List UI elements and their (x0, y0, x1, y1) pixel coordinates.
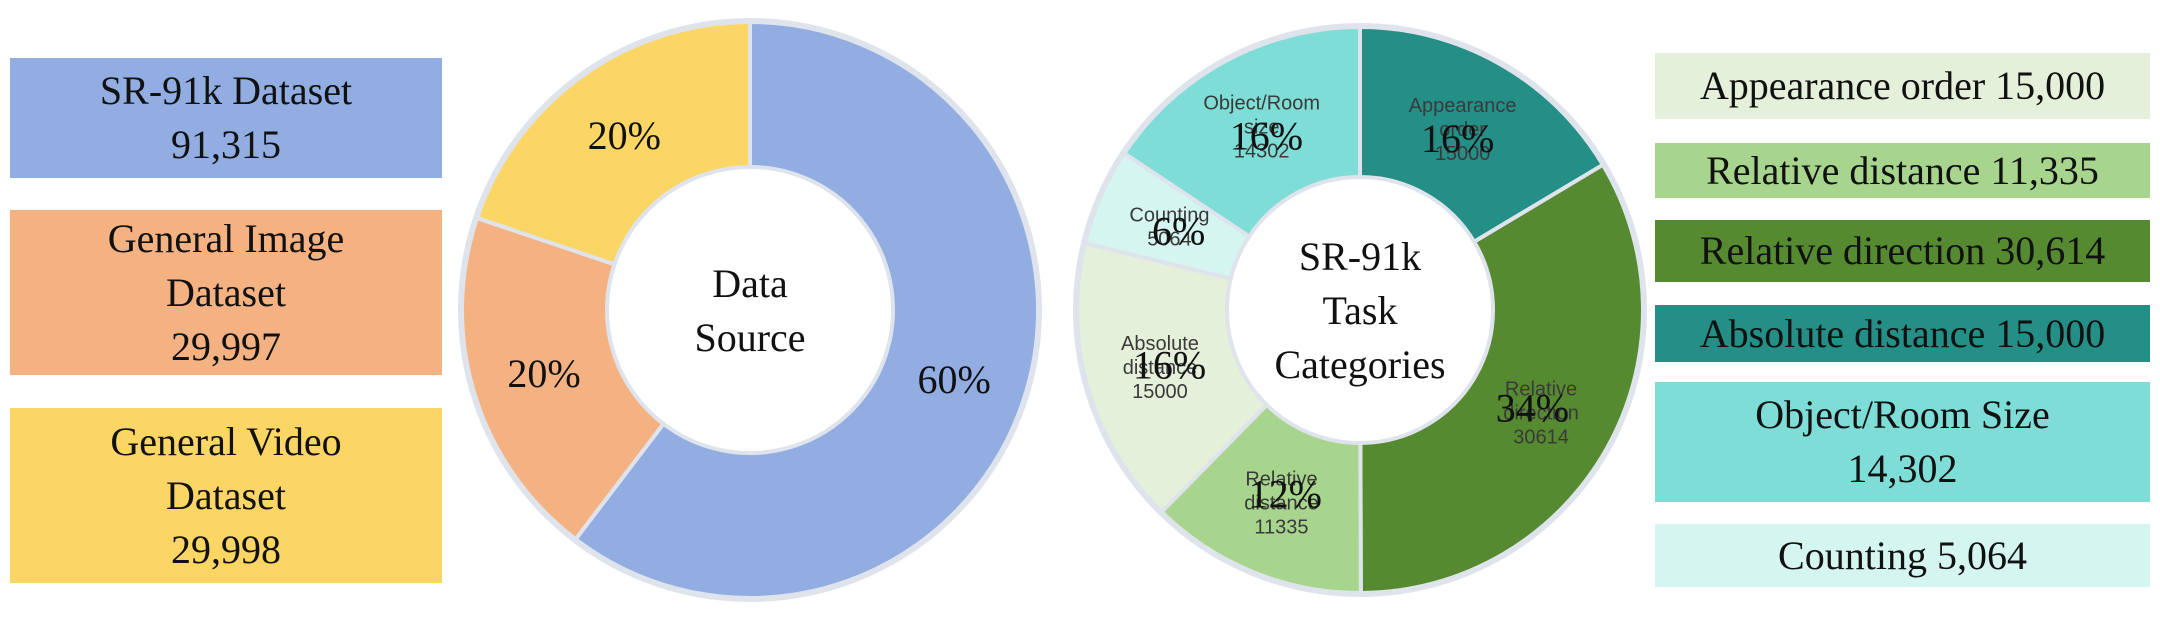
legend-line: Object/Room Size (1755, 392, 2050, 437)
legend-line: 29,997 (171, 323, 281, 369)
legend-line: General Image (107, 215, 345, 261)
percent-label: 20% (507, 351, 580, 396)
legend-line: Dataset (166, 472, 286, 518)
slice-general-video-dataset (474, 19, 752, 267)
center-title-line: Source (694, 315, 805, 360)
slice-relative-direction (1358, 162, 1645, 596)
slice-label: distance (1244, 493, 1319, 515)
legend-line: Absolute distance 15,000 (1699, 310, 2106, 356)
percent-label: 16% (1421, 116, 1494, 161)
legend-line: Counting 5,064 (1778, 532, 2027, 578)
legend-line: Dataset (166, 269, 286, 315)
center-title-line: Categories (1274, 342, 1445, 387)
percent-label: 12% (1249, 471, 1322, 516)
legend-box-general-image: General Image Dataset 29,997 (10, 210, 442, 375)
data-source-donut: 60% 20% 20% Data Source (458, 18, 1042, 602)
slice-label: 5064 (1147, 229, 1192, 251)
legend-box-counting: Counting 5,064 (1655, 524, 2150, 587)
slice-label: 15000 (1132, 381, 1188, 403)
legend-line: Relative direction 30,614 (1699, 228, 2106, 273)
legend-box-object-room-size: Object/Room Size 14,302 (1655, 382, 2150, 502)
slice-label: size (1244, 117, 1280, 139)
slice-label: 11335 (1254, 517, 1308, 539)
percent-label: 34% (1496, 385, 1569, 430)
legend-line: Appearance order 15,000 (1699, 63, 2106, 108)
slice-label: Appearance (1409, 95, 1517, 117)
center-title-line: Task (1323, 288, 1398, 333)
percent-label: 60% (918, 357, 991, 402)
slice-label: Object/Room (1203, 93, 1320, 115)
legend-box-general-video: General Video Dataset 29,998 (10, 408, 442, 583)
legend-box-sr91k: SR-91k Dataset 91,315 (10, 58, 442, 178)
legend-box-absolute-distance: Absolute distance 15,000 (1655, 305, 2150, 362)
center-title-line: SR-91k (1299, 234, 1421, 279)
legend-line: General Video (110, 418, 342, 464)
slice-relative-distance (1158, 402, 1363, 595)
slice-label: Absolute (1121, 333, 1199, 355)
percent-label: 16% (1230, 113, 1303, 158)
slice-label: Relative (1245, 469, 1317, 491)
slice-label: 30614 (1513, 426, 1569, 448)
legend-box-relative-distance: Relative distance 11,335 (1655, 143, 2150, 198)
percent-label: 6% (1152, 209, 1205, 254)
legend-line: SR-91k Dataset (99, 68, 353, 113)
slice-label: 14302 (1234, 141, 1290, 163)
legend-line: 29,998 (171, 526, 281, 572)
donut-outline (1073, 23, 1647, 597)
slice-label: order (1439, 119, 1486, 141)
slice-general-image-dataset (460, 215, 667, 543)
center-title-line: Data (712, 261, 788, 306)
slice-label: Relative (1505, 378, 1577, 400)
legend-box-relative-direction: Relative direction 30,614 (1655, 220, 2150, 282)
task-categories-donut: Appearanceorder1500016%Relativedirection… (1073, 23, 1647, 597)
percent-label: 16% (1133, 342, 1206, 387)
slice-label: 15000 (1435, 143, 1491, 165)
slice-label: direction (1503, 402, 1579, 424)
slice-label: distance (1123, 357, 1198, 379)
slice-appearance-order (1358, 24, 1606, 245)
donut-outline (458, 18, 1042, 602)
percent-label: 20% (588, 113, 661, 158)
legend-line: 14,302 (1847, 446, 1958, 491)
legend-line: 91,315 (171, 122, 281, 167)
slice-absolute-distance (1075, 240, 1270, 515)
legend-line: Relative distance 11,335 (1706, 147, 2099, 193)
slice-label: Counting (1129, 205, 1209, 227)
slice-object-room-size (1121, 24, 1362, 240)
slice-sr-91k-dataset (572, 19, 1040, 600)
legend-box-appearance-order: Appearance order 15,000 (1655, 53, 2150, 119)
